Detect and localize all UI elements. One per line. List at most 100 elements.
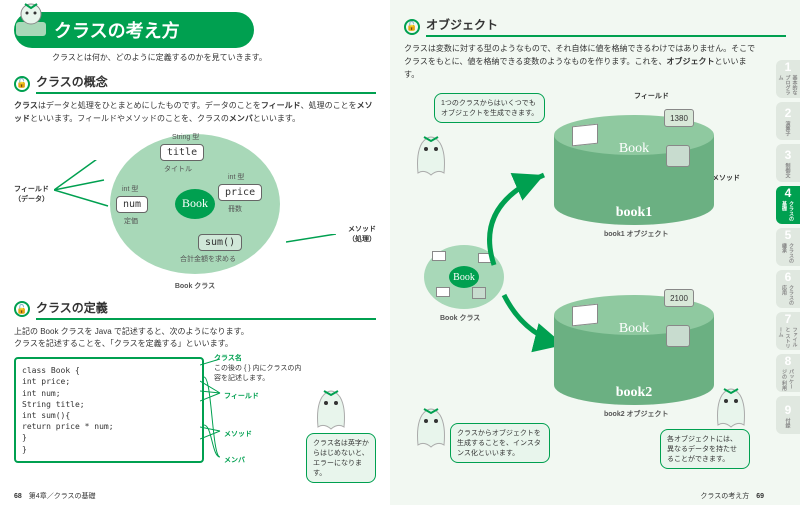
tab-1[interactable]: 1基本的な プログラム [776,60,800,98]
ghost-icon [314,387,348,431]
ghost-callout: クラス名は英字からはじめないと、エラーになります。 [306,433,376,483]
book2-price: 2100 [664,289,694,307]
tab-6[interactable]: 6クラスの応用 [776,270,800,308]
anno-method: メソッド [224,429,252,439]
footer-text: クラスの考え方 [700,493,749,500]
object-body: クラスは変数に対する型のようなもので、それ自体に値を格納できるわけではありません… [404,43,786,81]
ghost-icon [414,133,448,177]
tab-label: 制御文 [785,163,792,178]
page-number: 68 [14,493,22,500]
class-small-item [436,287,450,297]
code-line: int price; [22,376,196,387]
code-anno-lines-icon [200,357,224,467]
callout-bottom-left: クラスからオブジェクトを生成することを、インスタンス化といいます。 [450,423,550,463]
tab-label: クラスの基礎 [781,201,795,224]
tab-number: 1 [785,60,792,74]
member-price: price [218,184,262,201]
tab-label: ファイルと ストリーム [778,327,799,350]
tab-label: 基本的な プログラム [778,75,799,98]
footer-right: クラスの考え方 69 [700,491,764,501]
chapter-tabs: 1基本的な プログラム 2演算子 3制御文 4クラスの基礎 5クラスの継承 6ク… [776,60,800,434]
field-lines-icon [54,160,114,230]
callout-bottom-right: 各オブジェクトには、異なるデータを持たせることができます。 [660,429,750,469]
member-title: title [160,144,204,161]
book2-item [572,304,598,327]
section-title-concept: クラスの概念 [36,73,376,94]
tab-5[interactable]: 5クラスの継承 [776,228,800,266]
anno-classname-body: この後の { } 内にクラスの内容を記述します。 [214,363,304,383]
book1-price: 1380 [664,109,694,127]
tab-4[interactable]: 4クラスの基礎 [776,186,800,224]
class-circle: Book title String 型 タイトル num int 型 定価 pr… [110,134,280,274]
tab-label: パッケージの 利用 [781,369,795,392]
method-annotation: メソッド （処理） [348,224,376,244]
tab-number: 8 [785,354,792,368]
anno-field: フィールド [224,391,259,401]
tab-number: 4 [785,186,792,200]
class-diagram: Book title String 型 タイトル num int 型 定価 pr… [14,134,376,289]
code-line: int num; [22,388,196,399]
tab-7[interactable]: 7ファイルと ストリーム [776,312,800,350]
page-title: クラスの考え方 [54,21,180,41]
section-head-definition: 🔓 クラスの定義 [14,299,376,320]
tab-number: 5 [785,228,792,242]
tab-number: 6 [785,270,792,284]
book2-method-shape [666,325,690,347]
class-caption: Book クラス [175,281,215,291]
tab-label: 付録 [785,418,792,428]
page-subtitle: クラスとは何か、どのように定義するのかを見ていきます。 [52,52,376,63]
book1-caption: book1 オブジェクト [604,229,669,239]
object-diagram: 1つのクラスからはいくつでも オブジェクトを生成できます。 フィールド メソッド… [404,85,758,465]
code-line: } [22,444,196,455]
anno-classname-title: クラス名 [214,353,304,363]
code-line: } [22,432,196,443]
code-line: int sum(){ [22,410,196,421]
tab-label: クラスの継承 [781,243,795,266]
tab-label: 演算子 [785,121,792,136]
page-title-bar: クラスの考え方 [14,12,254,48]
book2-object: book2 Book 2100 [554,295,714,405]
class-center: Book [175,189,215,219]
lock-icon: 🔓 [14,301,30,317]
ghost-icon [714,385,748,429]
tab-2[interactable]: 2演算子 [776,102,800,140]
tab-number: 7 [785,312,792,326]
mascot-icon [10,0,52,42]
type-title: String 型 [172,132,199,142]
book1-item [572,124,598,147]
tab-8[interactable]: 8パッケージの 利用 [776,354,800,392]
section-head-object: 🔓 オブジェクト [404,16,786,37]
book2-caption: book2 オブジェクト [604,409,669,419]
desc-title: タイトル [164,164,192,174]
type-num: int 型 [122,184,138,194]
desc-num: 定価 [124,216,138,226]
code-line: class Book { [22,365,196,376]
member-num: num [116,196,148,213]
book2-label: book2 [616,385,653,401]
section-title-object: オブジェクト [426,16,786,37]
code-line: String title; [22,399,196,410]
page-number: 69 [756,493,764,500]
anno-classname: クラス名 この後の { } 内にクラスの内容を記述します。 [214,353,304,383]
lock-icon: 🔓 [14,76,30,92]
book1-label: book1 [616,205,653,221]
desc-price: 冊数 [228,204,242,214]
method-label: メソッド [712,173,740,183]
section-head-concept: 🔓 クラスの概念 [14,73,376,94]
tab-label: クラスの応用 [781,285,795,308]
tab-number: 9 [785,403,792,417]
chapter-label: 第4章／クラスの基礎 [29,493,96,500]
concept-body: クラスはデータと処理をひとまとめにしたものです。データのことをフィールド、処理の… [14,100,376,126]
footer-left: 68 第4章／クラスの基礎 [14,491,96,501]
method-line-icon [286,234,336,254]
field-label: フィールド [634,91,669,101]
book2-center: Book [619,321,649,337]
definition-intro: 上記の Book クラスを Java で記述すると、次のようになります。 クラス… [14,326,376,352]
desc-sum: 合計金額を求める [180,254,236,264]
code-line: return price * num; [22,421,196,432]
tab-9[interactable]: 9付録 [776,396,800,434]
anno-member: メンバ [224,455,245,465]
tab-3[interactable]: 3制御文 [776,144,800,182]
type-price: int 型 [228,172,244,182]
section-title-definition: クラスの定義 [36,299,376,320]
